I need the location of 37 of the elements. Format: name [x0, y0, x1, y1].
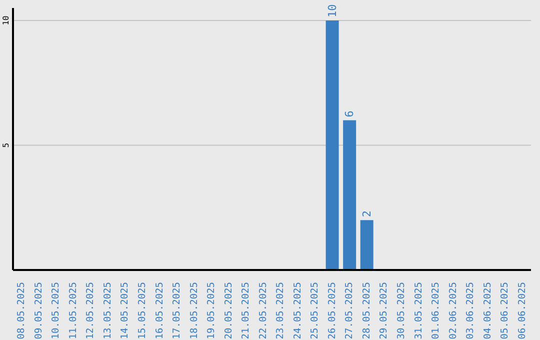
x-tick-label: 26.05.2025 [326, 282, 338, 340]
x-tick-label: 19.05.2025 [206, 282, 218, 340]
x-tick-label: 31.05.2025 [413, 282, 424, 340]
x-tick-label: 12.05.2025 [85, 282, 96, 340]
x-tick-label: 24.05.2025 [292, 282, 304, 340]
x-tick-label: 14.05.2025 [120, 282, 131, 340]
data-label: 2 [360, 210, 374, 218]
x-tick-label: 11.05.2025 [68, 282, 79, 340]
x-tick-label: 23.05.2025 [275, 282, 286, 340]
x-tick-label: 27.05.2025 [344, 282, 356, 340]
x-tick-label: 09.05.2025 [33, 282, 44, 340]
x-tick-label: 17.05.2025 [172, 282, 183, 340]
x-tick-label: 30.05.2025 [396, 282, 407, 340]
x-tick-label: 20.05.2025 [223, 282, 234, 340]
x-tick-label: 28.05.2025 [361, 282, 372, 340]
bar [360, 220, 374, 270]
x-tick-label: 08.05.2025 [16, 282, 28, 340]
x-tick-label: 01.06.2025 [430, 282, 442, 340]
x-tick-label: 06.06.2025 [516, 282, 528, 340]
x-tick-label: 13.05.2025 [102, 282, 114, 340]
x-tick-label: 22.05.2025 [258, 282, 269, 340]
x-tick-label: 02.06.2025 [448, 282, 459, 340]
data-label: 10 [326, 4, 339, 18]
x-tick-label: 25.05.2025 [310, 282, 321, 340]
x-tick-label: 05.06.2025 [500, 282, 511, 340]
data-label: 6 [343, 110, 356, 118]
x-tick-label: 21.05.2025 [240, 282, 252, 340]
x-tick-label: 04.06.2025 [482, 282, 494, 340]
x-tick-label: 03.06.2025 [465, 282, 476, 340]
x-tick-label: 15.05.2025 [137, 282, 148, 340]
x-tick-label: 29.05.2025 [378, 282, 390, 340]
bar [326, 20, 339, 270]
x-tick-label: 16.05.2025 [154, 282, 166, 340]
x-tick-label: 10.05.2025 [50, 282, 62, 340]
bar [343, 120, 356, 270]
y-tick-label: 5 [2, 142, 10, 148]
x-tick-label: 18.05.2025 [188, 282, 200, 340]
